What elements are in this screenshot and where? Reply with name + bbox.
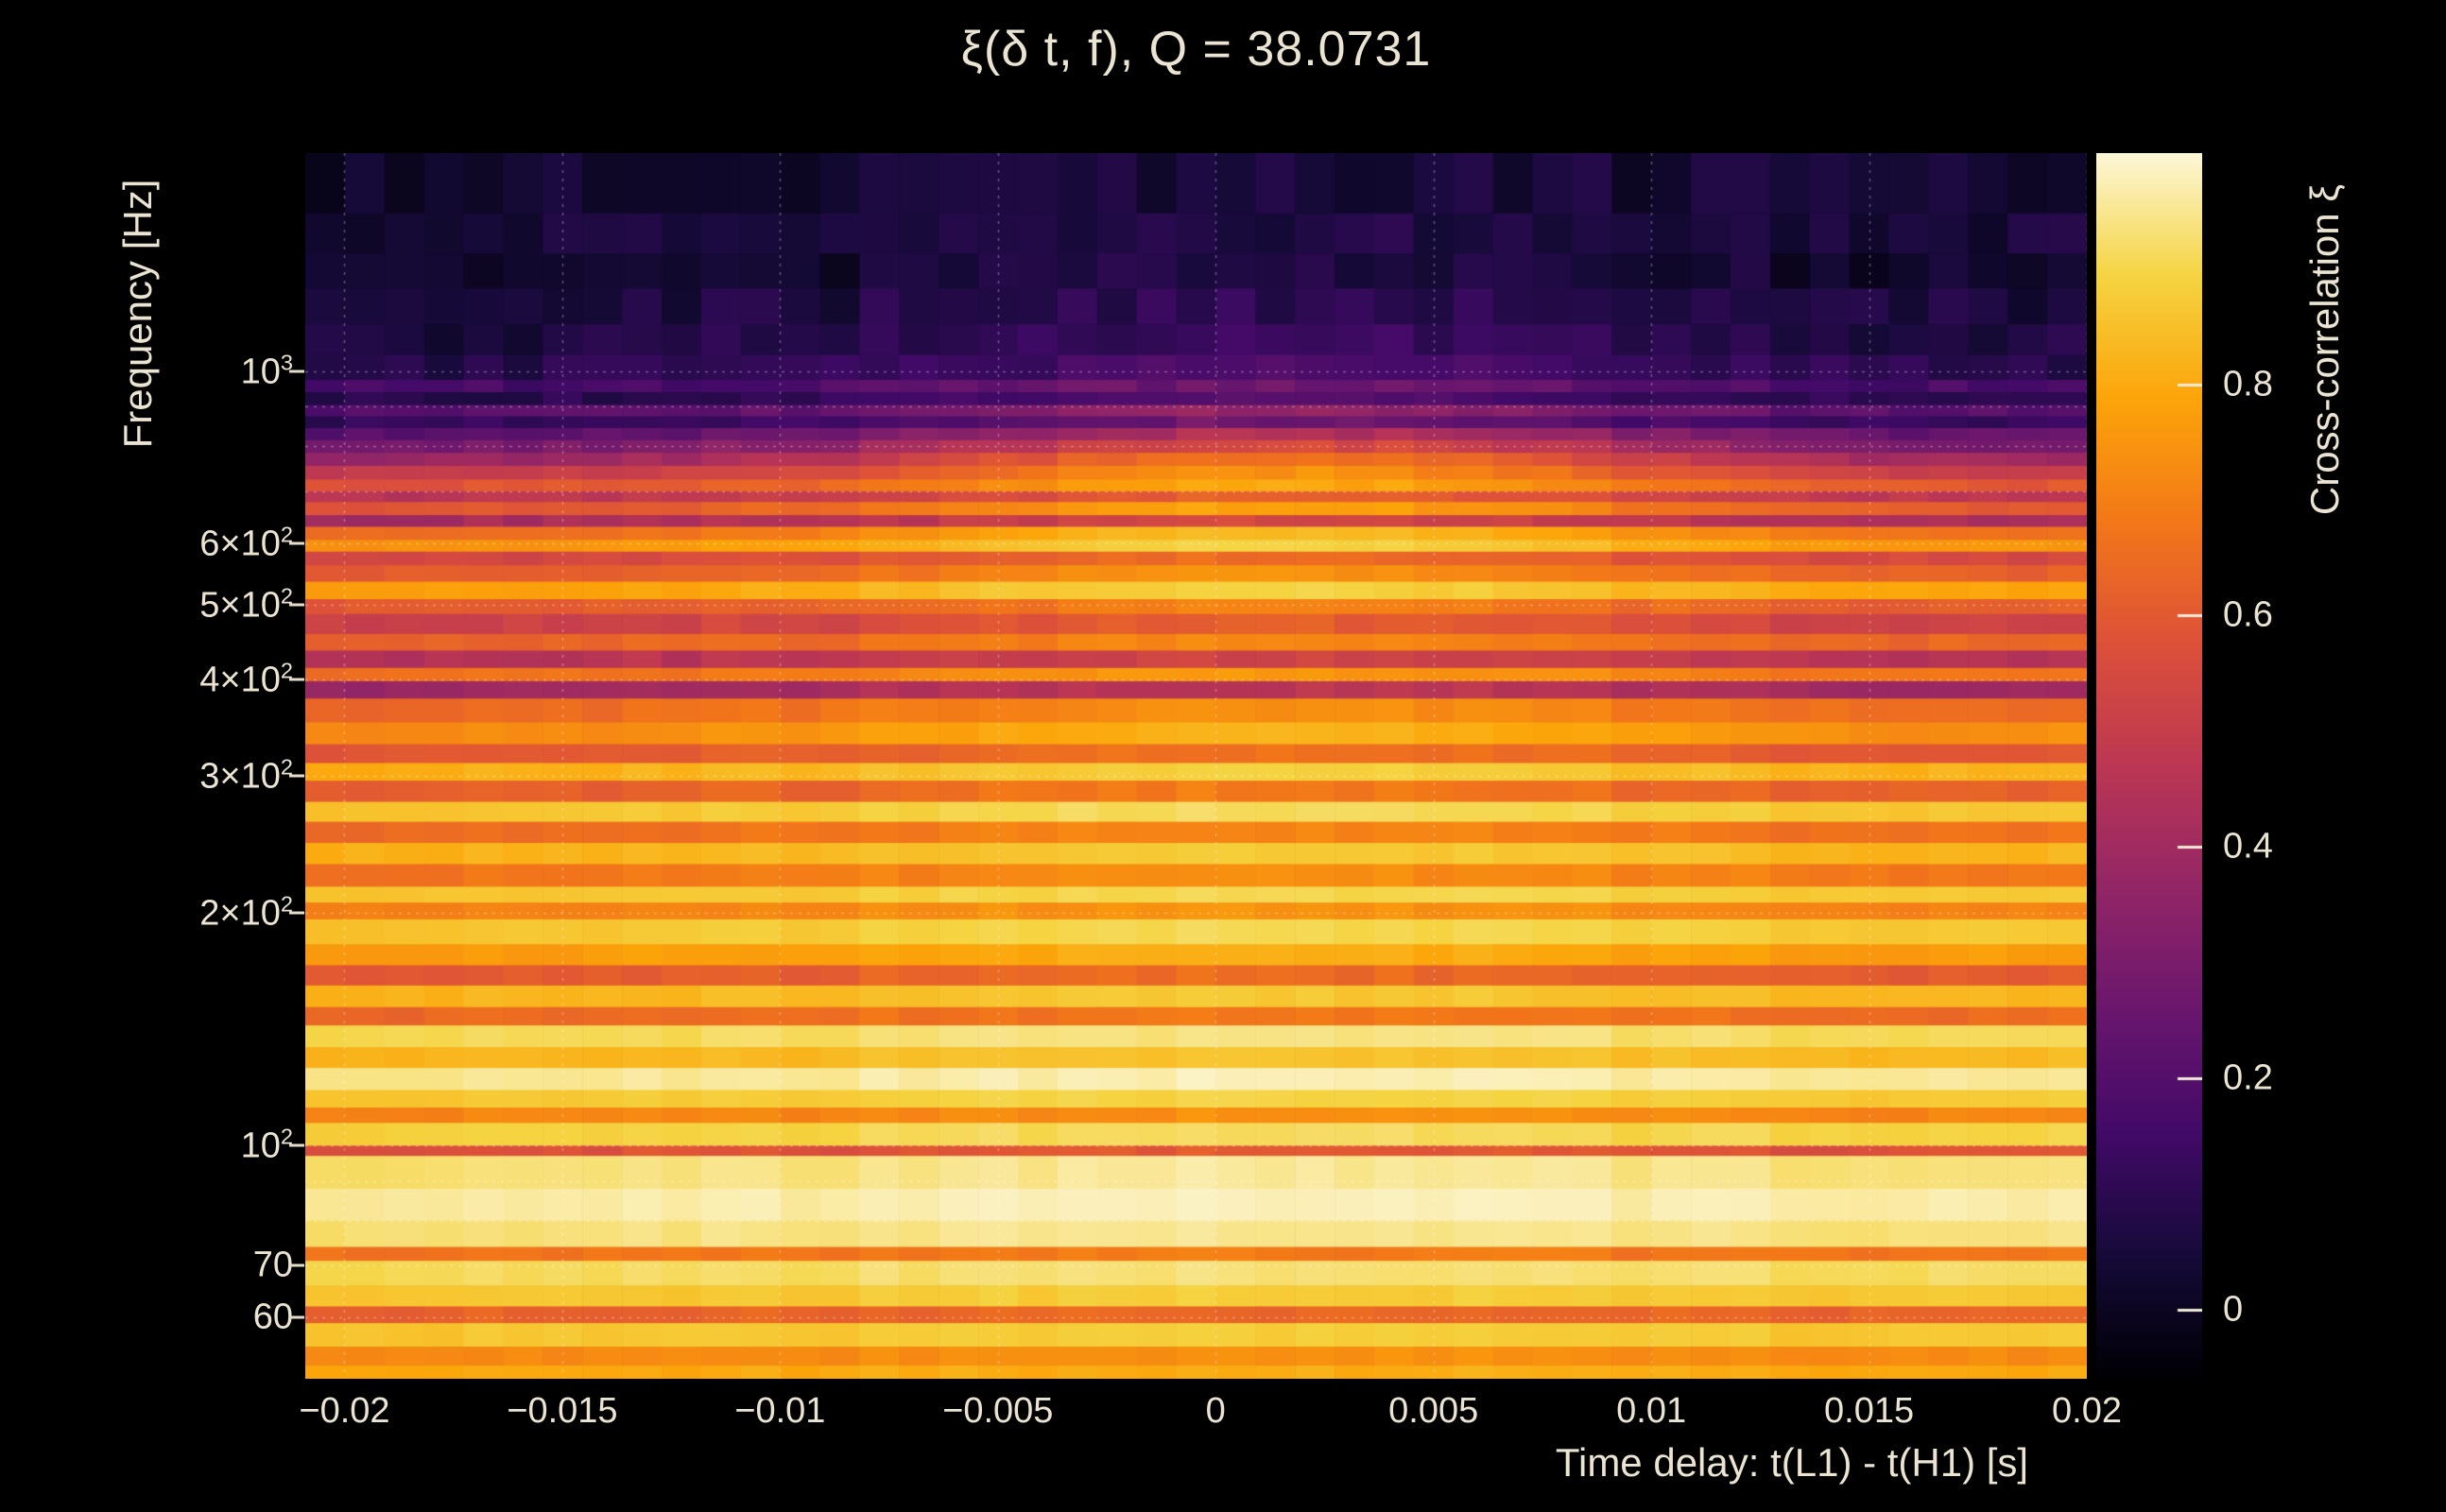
- y-tick-mark: [289, 1143, 304, 1147]
- colorbar-label: Cross-correlation ξ: [2302, 183, 2347, 516]
- colorbar-tick-label: 0.2: [2223, 1057, 2273, 1098]
- x-tick-label: 0.01: [1616, 1391, 1687, 1431]
- x-axis-label: Time delay: t(L1) - t(H1) [s]: [1555, 1440, 2029, 1485]
- y-tick-label: 5×102: [199, 583, 293, 625]
- colorbar-tick-label: 0.6: [2223, 594, 2273, 635]
- gridlines-canvas: [305, 153, 2087, 1379]
- y-tick-label: 4×102: [199, 658, 293, 700]
- x-tick-label: −0.015: [507, 1391, 618, 1431]
- x-tick-label: −0.02: [299, 1391, 390, 1431]
- colorbar-tick-label: 0: [2223, 1289, 2244, 1330]
- y-tick-label: 6×102: [199, 522, 293, 564]
- colorbar-tick-label: 0.4: [2223, 826, 2273, 867]
- y-axis-label: Frequency [Hz]: [115, 179, 160, 449]
- colorbar-canvas: [2096, 153, 2202, 1379]
- colorbar-tick-label: 0.8: [2223, 364, 2273, 404]
- y-tick-label: 3×102: [199, 755, 293, 797]
- y-tick-label: 2×102: [199, 891, 293, 934]
- x-tick-label: 0.015: [1824, 1391, 1915, 1431]
- x-tick-label: 0.005: [1388, 1391, 1479, 1431]
- y-tick-mark: [289, 1315, 304, 1319]
- y-tick-mark: [289, 603, 304, 607]
- x-tick-label: 0.02: [2052, 1391, 2122, 1431]
- x-tick-label: 0: [1205, 1391, 1226, 1431]
- y-tick-mark: [289, 678, 304, 681]
- colorbar: [2096, 153, 2202, 1379]
- y-tick-mark: [289, 774, 304, 778]
- y-tick-label: 102: [240, 1125, 293, 1166]
- y-tick-label: 60: [252, 1297, 293, 1337]
- y-tick-label: 70: [252, 1245, 293, 1285]
- heatmap-plot-area: [305, 153, 2087, 1379]
- y-tick-mark: [289, 1263, 304, 1267]
- y-tick-mark: [289, 911, 304, 915]
- y-tick-mark: [289, 369, 304, 373]
- x-tick-label: −0.005: [942, 1391, 1054, 1431]
- x-tick-label: −0.01: [734, 1391, 826, 1431]
- chart-title: ξ(δ t, f), Q = 38.0731: [960, 22, 1432, 77]
- y-tick-mark: [289, 541, 304, 545]
- y-tick-label: 103: [240, 350, 293, 392]
